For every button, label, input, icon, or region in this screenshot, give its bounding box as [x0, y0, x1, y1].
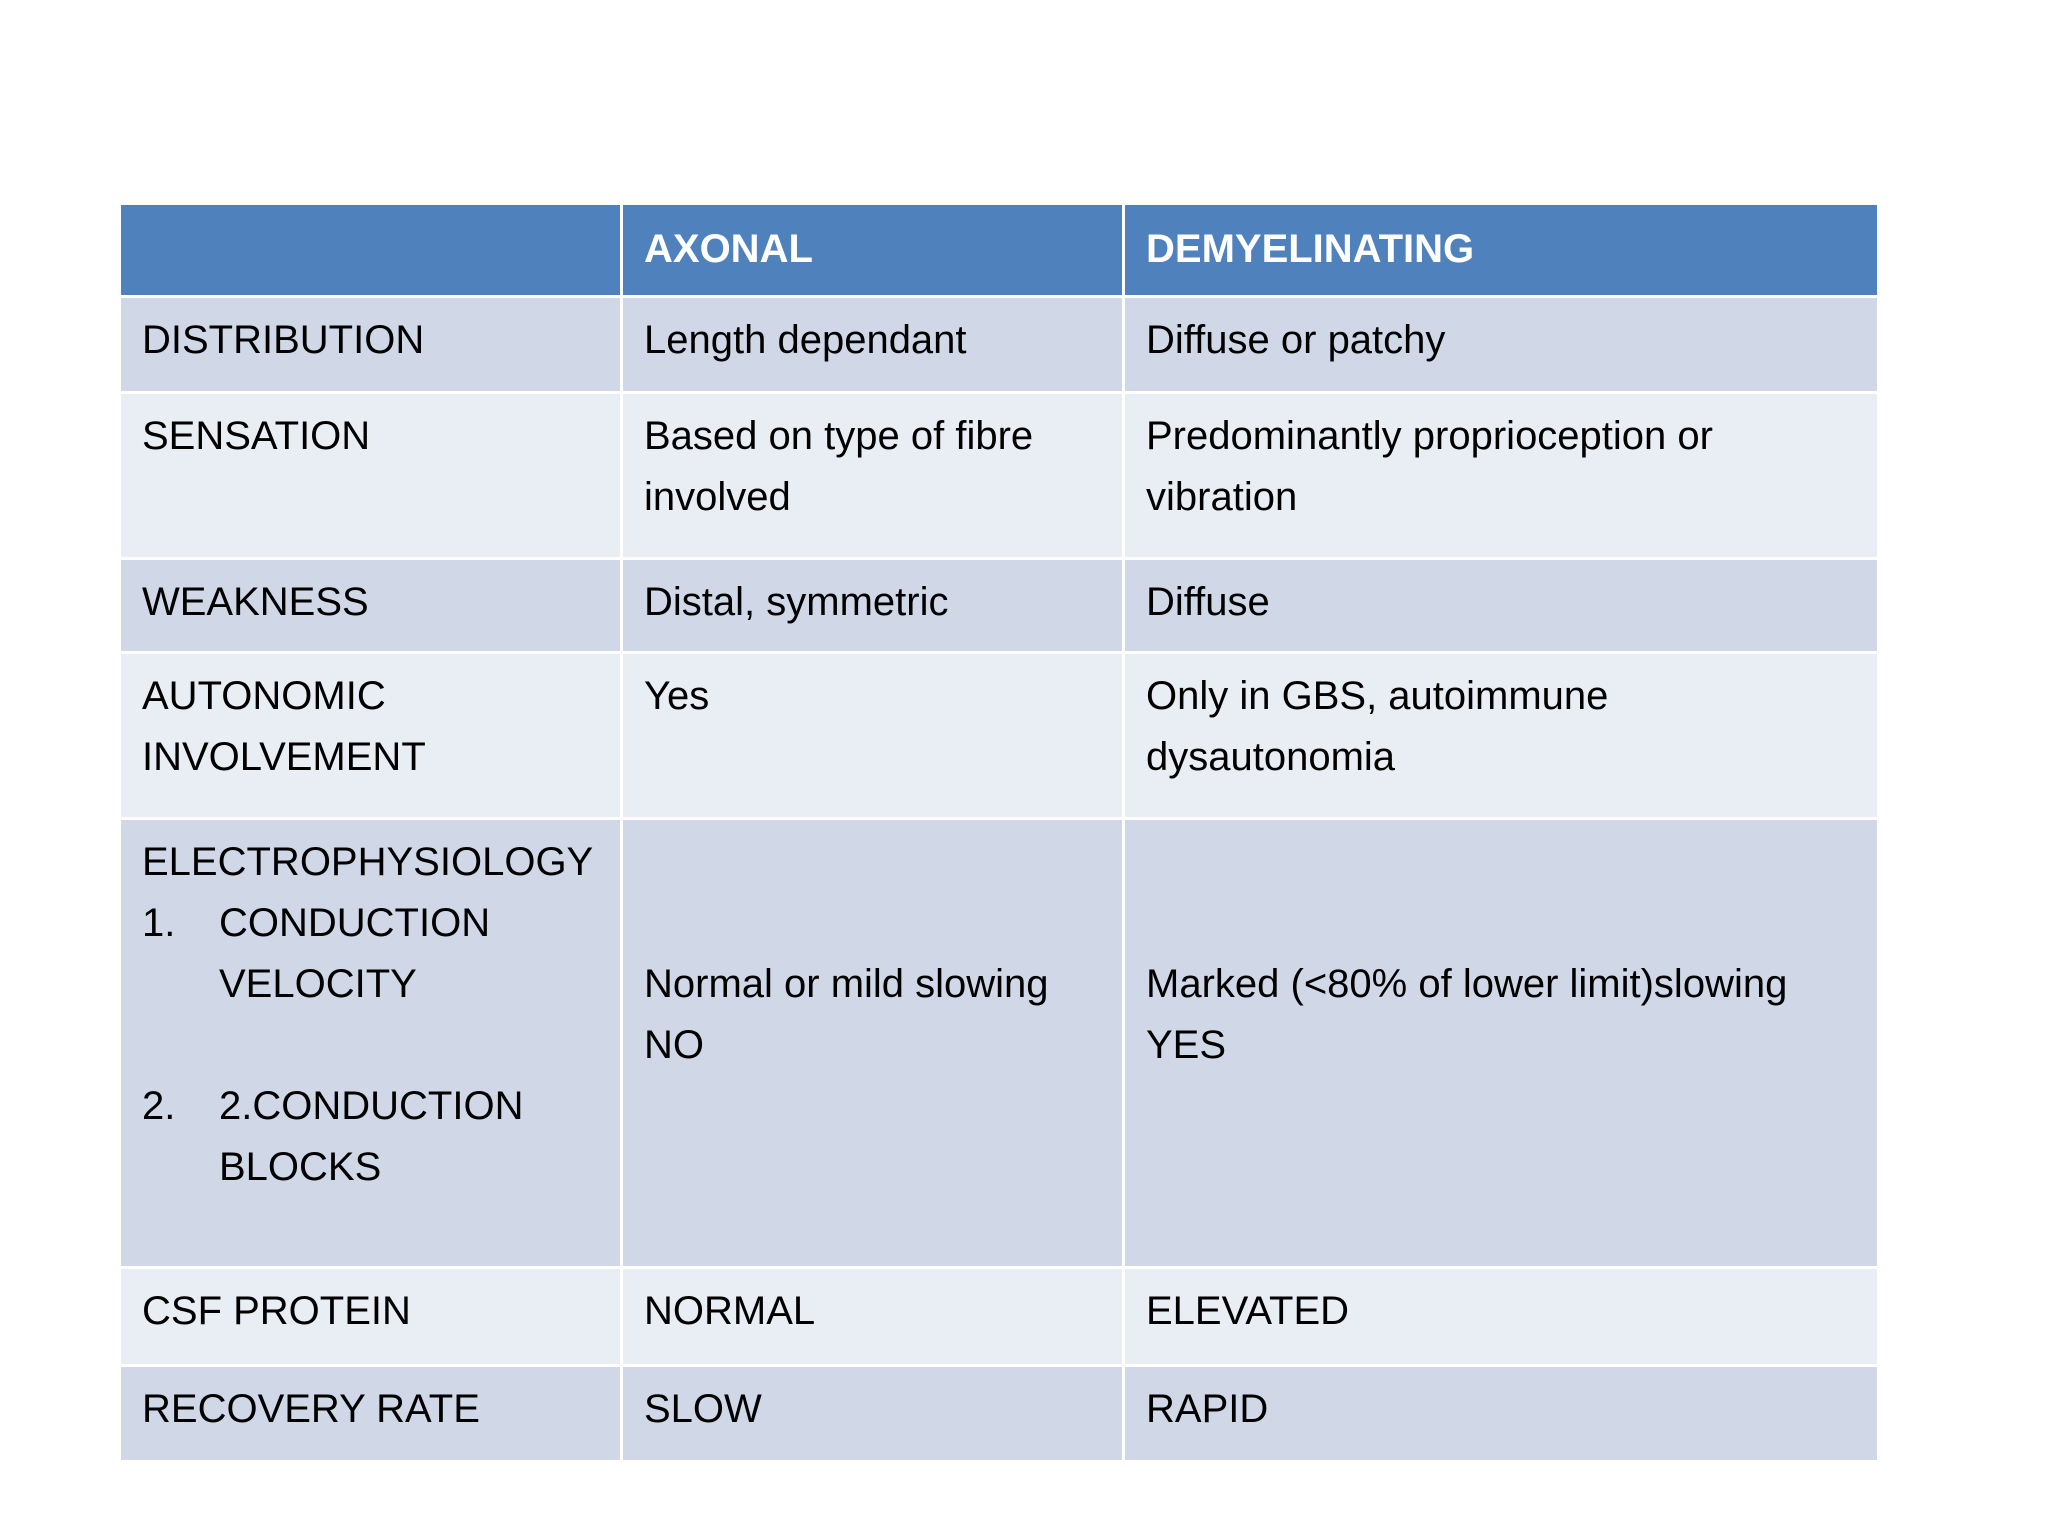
demyelinating-text: RAPID: [1146, 1387, 1269, 1431]
axonal-text: SLOW: [644, 1387, 762, 1431]
row-label-cell: CSF PROTEIN: [121, 1269, 620, 1364]
axonal-cell: NORMAL: [623, 1269, 1122, 1364]
axonal-text: Distal, symmetric: [644, 580, 949, 624]
list-number: 1.: [142, 901, 176, 945]
row-label: CSF PROTEIN: [142, 1289, 411, 1333]
demyelinating-cell: Diffuse: [1125, 560, 1877, 651]
list-text: 2.CONDUCTION BLOCKS: [219, 1084, 524, 1189]
demyelinating-cell: Only in GBS, autoimmune dysautonomia: [1125, 654, 1877, 817]
axonal-text: Normal or mild slowing: [644, 962, 1049, 1006]
demyelinating-cell: RAPID: [1125, 1367, 1877, 1460]
row-label: AUTONOMIC INVOLVEMENT: [142, 674, 426, 779]
axonal-text: Length dependant: [644, 318, 967, 362]
axonal-cell: Distal, symmetric: [623, 560, 1122, 651]
list-item: 2. 2.CONDUCTION BLOCKS: [142, 1076, 600, 1198]
row-label-cell: DISTRIBUTION: [121, 298, 620, 391]
row-label-cell: WEAKNESS: [121, 560, 620, 651]
axonal-text: NO: [644, 1023, 704, 1067]
header-cell-demyelinating: DEMYELINATING: [1125, 205, 1877, 295]
header-cell-axonal: AXONAL: [623, 205, 1122, 295]
list-number: 2.: [142, 1084, 176, 1128]
axonal-text: NORMAL: [644, 1289, 816, 1333]
axonal-cell: Length dependant: [623, 298, 1122, 391]
list-text: CONDUCTION VELOCITY: [219, 901, 491, 1006]
demyelinating-cell: Predominantly proprioception or vibratio…: [1125, 394, 1877, 557]
demyelinating-text: YES: [1146, 1023, 1227, 1067]
demyelinating-text: Diffuse or patchy: [1146, 318, 1446, 362]
row-label-cell: ELECTROPHYSIOLOGY 1. CONDUCTION VELOCITY 2.…: [121, 820, 620, 1266]
row-label-cell: AUTONOMIC INVOLVEMENT: [121, 654, 620, 817]
list-item: 1. CONDUCTION VELOCITY: [142, 893, 600, 1015]
demyelinating-text: Diffuse: [1146, 580, 1270, 624]
axonal-cell: Yes: [623, 654, 1122, 817]
comparison-table: AXONAL DEMYELINATING DISTRIBUTION Length …: [121, 205, 1877, 1460]
axonal-cell: Normal or mild slowing NO: [623, 820, 1122, 1266]
row-label: DISTRIBUTION: [142, 318, 425, 362]
axonal-cell: SLOW: [623, 1367, 1122, 1460]
header-cell-empty: [121, 205, 620, 295]
demyelinating-text: Marked (<80% of lower limit)slowing: [1146, 962, 1788, 1006]
row-label-cell: RECOVERY RATE: [121, 1367, 620, 1460]
row-label: RECOVERY RATE: [142, 1387, 480, 1431]
demyelinating-text: ELEVATED: [1146, 1289, 1350, 1333]
axonal-cell: Based on type of fibre involved: [623, 394, 1122, 557]
demyelinating-text: Only in GBS, autoimmune dysautonomia: [1146, 674, 1609, 779]
demyelinating-cell: Diffuse or patchy: [1125, 298, 1877, 391]
row-label: SENSATION: [142, 414, 371, 458]
row-label-cell: SENSATION: [121, 394, 620, 557]
demyelinating-cell: ELEVATED: [1125, 1269, 1877, 1364]
row-label: ELECTROPHYSIOLOGY: [142, 840, 594, 884]
demyelinating-cell: Marked (<80% of lower limit)slowing YES: [1125, 820, 1877, 1266]
demyelinating-text: Predominantly proprioception or vibratio…: [1146, 414, 1713, 519]
axonal-text: Yes: [644, 674, 710, 718]
row-label: WEAKNESS: [142, 580, 369, 624]
axonal-text: Based on type of fibre involved: [644, 414, 1034, 519]
